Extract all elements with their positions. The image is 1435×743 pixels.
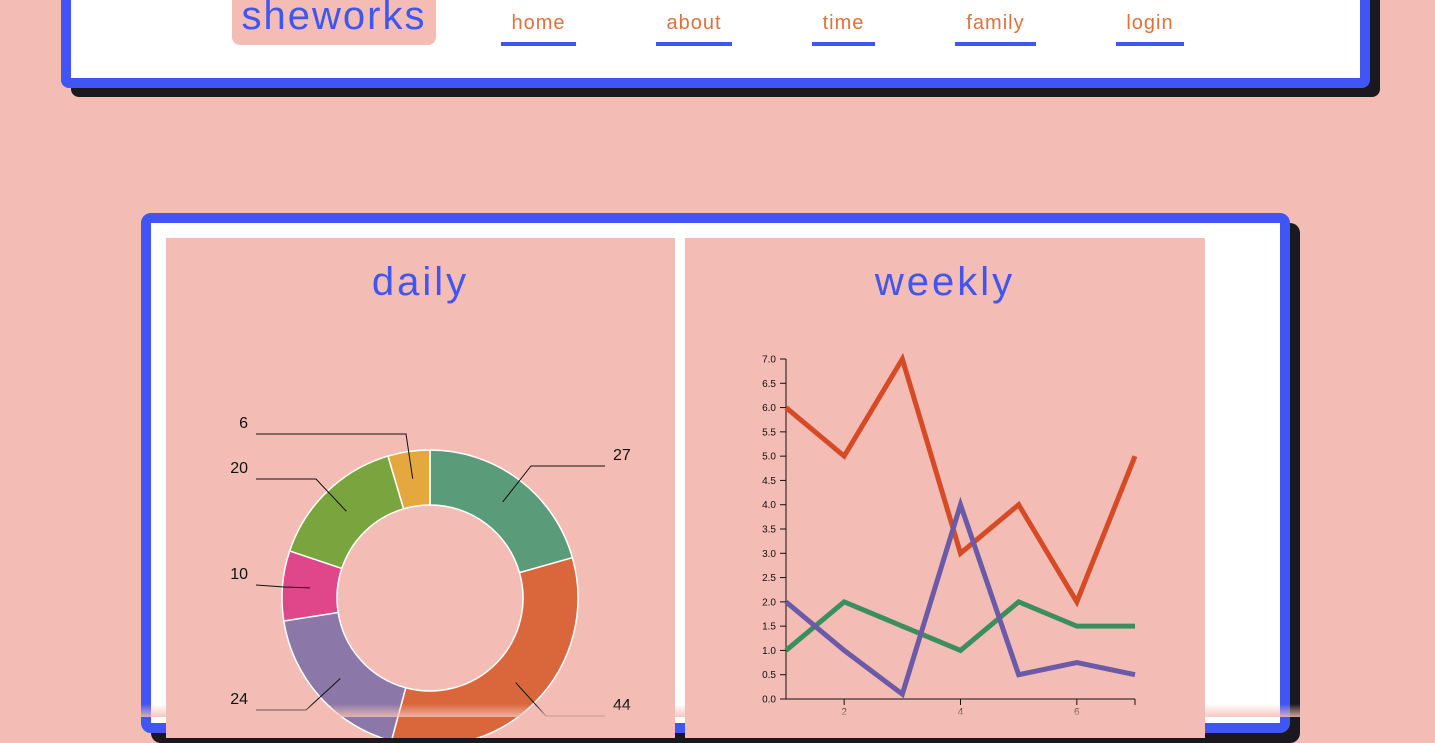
y-tick-label: 1.0 <box>762 646 776 657</box>
y-tick-label: 5.0 <box>762 452 776 463</box>
y-tick-label: 7.0 <box>762 355 776 366</box>
donut-slice <box>429 449 574 574</box>
y-tick-label: 6.0 <box>762 403 776 414</box>
y-tick-label: 4.0 <box>762 500 776 511</box>
weekly-panel: weekly 0.0 0.5 1.0 1.5 2.0 2.5 3.0 3.5 4.0 4.5 5.0… <box>685 238 1205 738</box>
y-tick-label: 4.5 <box>762 476 776 487</box>
daily-panel: daily 27442410206 <box>166 238 675 743</box>
donut-value-label: 20 <box>230 460 248 477</box>
series-line <box>784 496 1136 699</box>
bottom-fade <box>0 704 1435 717</box>
weekly-title: weekly <box>874 260 1016 304</box>
y-tick-label: 3.0 <box>762 549 776 560</box>
donut-value-label: 24 <box>230 691 248 708</box>
donut-value-label: 27 <box>613 447 631 464</box>
y-tick-label: 0.0 <box>762 695 776 706</box>
donut-leader-line <box>255 584 310 589</box>
weekly-line-chart: 0.0 0.5 1.0 1.5 2.0 2.5 3.0 3.5 4.0 4.5 5.0 5.5 6.0 6… <box>762 352 1138 718</box>
y-tick-label: 6.5 <box>762 379 776 390</box>
donut-value-label: 10 <box>230 566 248 583</box>
donut-leader-line <box>256 433 414 479</box>
y-tick-label: 0.5 <box>762 670 776 681</box>
donut-leader-line <box>502 465 605 503</box>
y-tick-label: 1.5 <box>762 622 776 633</box>
site-logo[interactable]: sheworks <box>232 0 436 45</box>
donut-slice <box>387 449 431 510</box>
donut-slice <box>288 455 405 570</box>
daily-title: daily <box>371 260 470 304</box>
y-tick-label: 2.5 <box>762 573 776 584</box>
nav-home[interactable]: home <box>501 12 576 46</box>
nav-about[interactable]: about <box>656 12 732 46</box>
nav-login[interactable]: login <box>1116 12 1184 46</box>
donut-leader-line <box>256 478 347 512</box>
donut-slice <box>390 556 579 743</box>
series-line <box>784 352 1138 608</box>
nav-time[interactable]: time <box>812 12 875 46</box>
y-tick-label: 2.0 <box>762 597 776 608</box>
series-line <box>784 598 1135 654</box>
donut-value-label: 6 <box>239 415 248 432</box>
y-tick-label: 5.5 <box>762 427 776 438</box>
daily-donut-chart: 27442410206 <box>230 415 631 743</box>
nav-family[interactable]: family <box>955 12 1036 46</box>
donut-slice <box>282 611 407 742</box>
y-tick-label: 3.5 <box>762 525 776 536</box>
